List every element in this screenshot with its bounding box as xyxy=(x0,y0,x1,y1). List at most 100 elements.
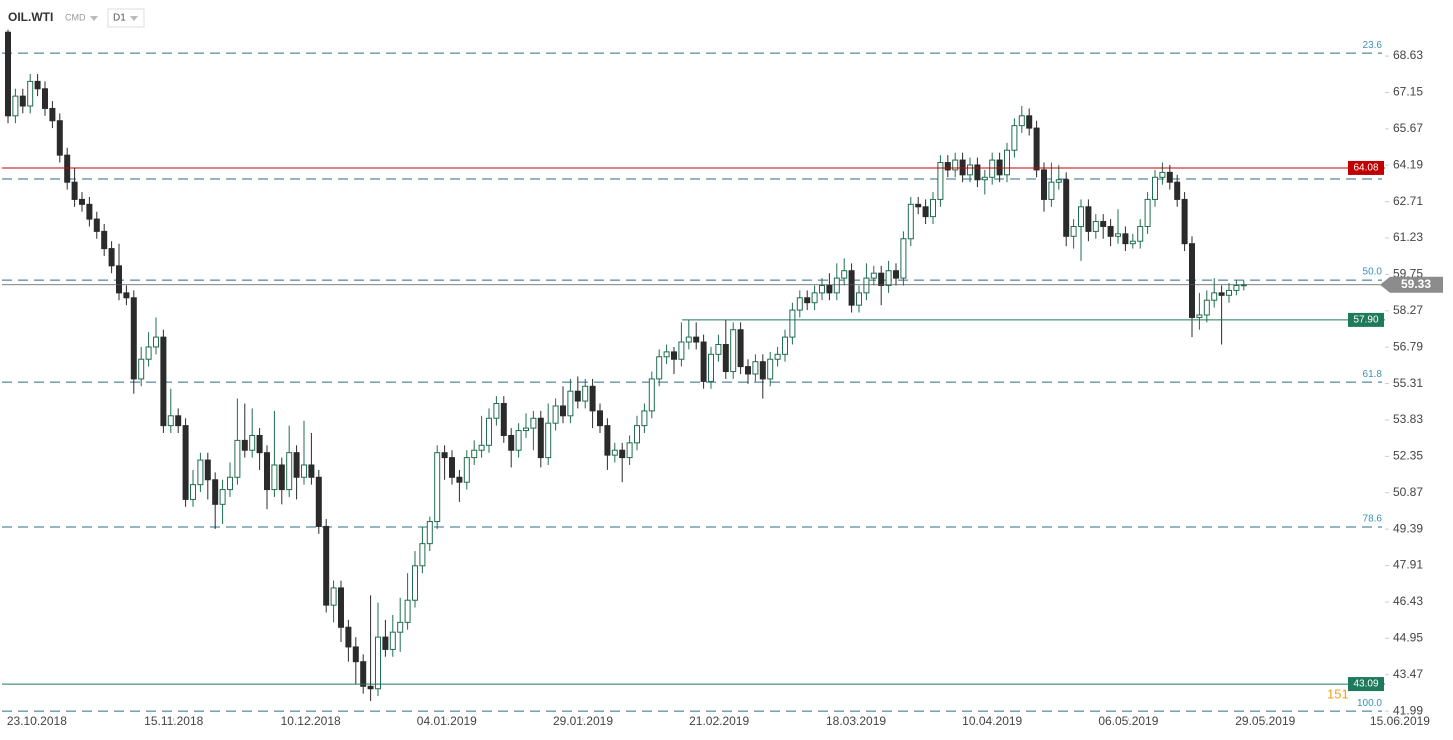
candle-body xyxy=(700,341,707,382)
candle-body xyxy=(863,277,870,294)
candle-body xyxy=(278,464,285,491)
candle-body xyxy=(641,410,648,427)
y-tick-label: 41.99 xyxy=(1393,703,1423,717)
candle-body xyxy=(1026,115,1033,129)
y-tick-label: 64.19 xyxy=(1393,157,1423,171)
candle-body xyxy=(271,464,278,491)
candle-body xyxy=(471,449,478,459)
candle-body xyxy=(670,351,677,360)
candle-body xyxy=(789,309,796,338)
candle-body xyxy=(234,439,241,478)
candle-body xyxy=(115,265,122,294)
candle-body xyxy=(330,587,337,606)
price-tag xyxy=(1348,160,1384,175)
candle-body xyxy=(219,489,226,505)
x-tick-label: 15.06.2019 xyxy=(1370,714,1430,728)
candle-body xyxy=(1018,115,1025,127)
candle-body xyxy=(226,476,233,491)
candle-body xyxy=(78,198,85,205)
candle-body xyxy=(434,452,441,523)
candle-body xyxy=(885,270,892,286)
candle-body xyxy=(508,434,515,451)
dropdown-arrow[interactable] xyxy=(130,16,138,21)
y-tick-label: 43.47 xyxy=(1393,667,1423,681)
candle-body xyxy=(1041,169,1048,200)
candle-body xyxy=(286,452,293,491)
candle-body xyxy=(1144,198,1151,227)
candle-body xyxy=(108,248,115,267)
y-tick-label: 50.87 xyxy=(1393,485,1423,499)
candle-body xyxy=(197,459,204,486)
candle-body xyxy=(345,626,352,648)
candle-body xyxy=(404,599,411,623)
candle-body xyxy=(293,452,300,478)
y-tick-label: 67.15 xyxy=(1393,85,1423,99)
x-tick-label: 21.02.2019 xyxy=(689,714,749,728)
candle-body xyxy=(19,95,26,107)
candle-body xyxy=(1070,225,1077,237)
y-tick-label: 55.31 xyxy=(1393,376,1423,390)
x-tick-label: 23.10.2018 xyxy=(7,714,67,728)
candle-body xyxy=(878,272,885,286)
candle-body xyxy=(922,206,929,218)
group[interactable]: CMD xyxy=(65,12,86,22)
candle-body xyxy=(152,336,159,348)
candle-body xyxy=(241,439,248,451)
candle-body xyxy=(485,417,492,446)
candle-body xyxy=(856,292,863,306)
candle-body xyxy=(730,329,737,373)
y-tick-label: 61.23 xyxy=(1393,230,1423,244)
candle-body xyxy=(633,425,640,444)
price-tag xyxy=(1348,312,1384,327)
y-tick-label: 52.35 xyxy=(1393,449,1423,463)
candle-body xyxy=(1226,289,1233,296)
candle-body xyxy=(456,476,463,483)
candle-body xyxy=(382,636,389,650)
candle-body xyxy=(478,444,485,451)
candle-body xyxy=(500,403,507,436)
candle-body xyxy=(263,452,270,491)
interval-box[interactable] xyxy=(107,8,145,28)
candle-body xyxy=(56,120,63,156)
candle-body xyxy=(374,636,381,690)
x-tick-label: 29.05.2019 xyxy=(1235,714,1295,728)
candle-body xyxy=(389,631,396,650)
candle-body xyxy=(893,270,900,279)
candle-body xyxy=(308,464,315,478)
candle-body xyxy=(300,464,307,478)
candle-body xyxy=(1055,179,1062,183)
candle-body xyxy=(212,479,219,505)
price-tag-label: 64.08 xyxy=(1353,163,1378,174)
candle-body xyxy=(915,203,922,208)
x-tick-label: 10.12.2018 xyxy=(281,714,341,728)
fib-level-label: 61.8 xyxy=(1363,369,1383,380)
price-tag-label: 57.90 xyxy=(1353,315,1378,326)
candle-body xyxy=(937,162,944,200)
candle-body xyxy=(848,270,855,306)
candle-body xyxy=(752,361,759,375)
candle-body xyxy=(448,457,455,478)
candle-body xyxy=(981,176,988,181)
candle-body xyxy=(367,685,374,690)
y-tick-label: 62.71 xyxy=(1393,194,1423,208)
last-price-tag xyxy=(1380,276,1443,293)
x-tick-label: 29.01.2019 xyxy=(553,714,613,728)
candle-body xyxy=(204,459,211,481)
x-tick-label: 04.01.2019 xyxy=(417,714,477,728)
candle-body xyxy=(419,543,426,567)
interval[interactable]: D1 xyxy=(113,13,126,24)
x-tick-label: 06.05.2019 xyxy=(1098,714,1158,728)
candle-body xyxy=(41,88,48,109)
candle-body xyxy=(463,457,470,483)
fib-level-label: 100.0 xyxy=(1357,698,1382,709)
candle-body xyxy=(441,452,448,459)
candle-body xyxy=(826,284,833,294)
candle-body xyxy=(693,336,700,343)
candle-body xyxy=(952,159,959,171)
candle-body xyxy=(582,385,589,402)
y-tick-label: 53.83 xyxy=(1393,412,1423,426)
dropdown-arrow[interactable] xyxy=(90,16,98,21)
candle-body xyxy=(352,646,359,663)
candle-body xyxy=(1011,125,1018,151)
